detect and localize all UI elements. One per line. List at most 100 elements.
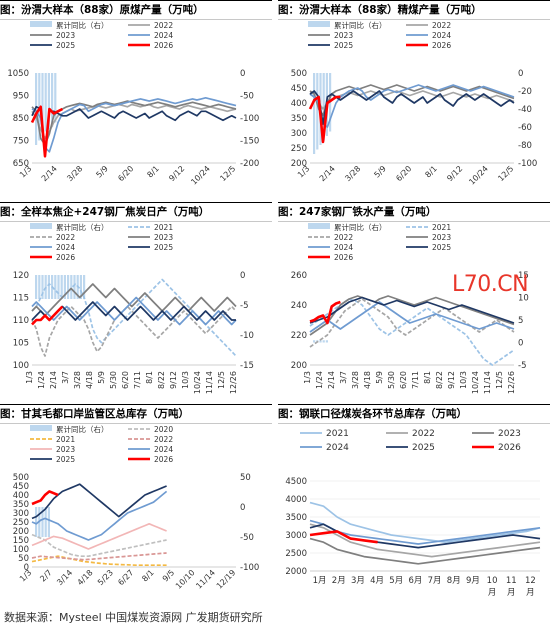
series-line [309,298,515,348]
x-tick-label: 2/14 [327,371,336,389]
legend-label: 2024 [154,31,173,40]
legend-label: 2024 [154,445,173,454]
y-tick-label: 240 [291,301,307,311]
y-tick-label: 300 [291,129,307,139]
panel-clean-coal: 图：汾渭大样本（88家）精煤产量（万吨） 累计同比（右） 2022 2023 2024… [278,0,550,198]
legend: 累计同比（右） 2021 2022 2023 2024 2025 2026 [308,222,451,262]
yoy-bar [319,340,322,343]
legend-label: 2026 [154,41,173,50]
legend-label: 2025 [412,443,435,453]
x-tick-label: 6/20 [121,371,130,389]
legend-label: 2024 [56,243,75,252]
x-tick-label: 1/3 [25,371,34,384]
x-tick-label: 5/30 [109,371,118,389]
yoy-bar [322,340,325,343]
y-tick-label: 260 [291,271,307,281]
y2-tick-label: -100 [240,114,259,124]
y-tick-label: 0 [24,563,29,573]
series-line [31,483,167,520]
legend-label: 2022 [334,233,353,242]
chart-title: 图：247家钢厂铁水产量（万吨） [278,202,550,222]
y-tick-label: 750 [13,137,29,147]
x-tick-label: 12/5 [495,371,504,389]
legend: 累计同比（右） 2022 2023 2024 2025 2026 [308,20,451,50]
legend-label: 2023 [56,445,75,454]
yoy-bar [79,275,82,299]
legend-label: 2022 [412,429,435,439]
x-tick-label: 1/24 [315,371,324,389]
yoy-bar [35,507,38,537]
series-line [309,537,541,565]
y-tick-label: 50 [18,554,29,564]
legend-label: 2025 [154,243,173,252]
legend: 2021 2022 2023 2024 2025 2026 [300,429,521,453]
series-line [309,295,515,336]
y-tick-label: 450 [291,84,307,94]
x-tick-unit: 月 [507,588,516,598]
series-line [309,301,515,333]
legend-label: 2021 [326,429,349,439]
legend-label: 2023 [56,31,75,40]
y2-tick-label: 5 [518,316,523,326]
legend-label: 2021 [432,223,451,232]
x-tick-label: 10/24 [471,371,480,394]
legend-label: 2023 [334,31,353,40]
yoy-bar [325,340,328,343]
x-tick-label: 9/12 [445,164,464,183]
series-line [309,84,515,128]
x-tick-label: 6/20 [116,164,135,183]
legend-label: 累计同比（右） [56,20,109,30]
y-tick-label: 400 [291,99,307,109]
yoy-bar [83,275,86,299]
x-tick-label: 9/5 [161,568,176,583]
y2-tick-label: 0 [240,271,245,281]
x-tick-label: 3/14 [55,568,74,587]
y-tick-label: 2500 [285,549,307,559]
yoy-bar [41,73,44,136]
x-tick-label: 1/24 [37,371,46,389]
x-tick-label: 2/14 [40,164,59,183]
yoy-bar [316,73,319,150]
y-tick-label: 350 [291,114,307,124]
legend-label: 2022 [56,233,75,242]
x-tick-label: 11 [506,576,517,586]
y-tick-label: 150 [13,536,29,546]
x-tick-label: 10/24 [467,164,490,187]
series-line [309,296,515,324]
chart-title: 图：汾渭大样本（88家）原煤产量（万吨） [0,0,272,20]
x-tick-label: 9/12 [447,371,456,389]
y-tick-label: 220 [291,331,307,341]
x-tick-label: 5/9 [375,371,384,384]
yoy-bar [38,275,41,299]
x-tick-label: 5/9 [97,371,106,384]
x-tick-label: 11/14 [205,371,214,394]
x-tick-label: 8/22 [157,371,166,389]
x-tick-label: 9/12 [167,164,186,183]
x-tick-label: 2/14 [49,371,58,389]
y2-tick-label: -15 [240,361,254,371]
series-line [31,555,167,567]
y-tick-label: 100 [13,361,29,371]
y2-tick-label: -5 [518,361,526,371]
legend-label: 2026 [498,443,521,453]
source-footer: 数据来源：Mysteel 中国煤炭资源网 广发期货研究所 [4,611,263,624]
series-line [309,298,515,366]
x-tick-label: 9月 [466,576,480,586]
x-tick-label: 5月 [389,576,403,586]
x-tick-label: 1/3 [18,568,33,583]
legend-label: 2026 [154,455,173,464]
panel-port-inventory: 图：甘其毛都口岸监管区总库存（万吨） 累计同比（右） 2020 2021 2022 20… [0,404,272,602]
series-line [309,523,541,558]
y-tick-label: 450 [13,482,29,492]
y-tick-label: 2000 [285,567,307,577]
y-tick-label: 4000 [285,495,307,505]
y-tick-label: 3500 [285,513,307,523]
chart-title: 图：钢联口径煤炭各环节总库存（万吨） [278,404,550,424]
yoy-bar [60,275,63,299]
yoy-bar [44,507,47,537]
y2-tick-label: -5 [240,301,248,311]
x-tick-label: 12 [525,576,536,586]
legend-label: 2022 [432,21,451,30]
panel-coke-output: 图：全样本焦企+247钢厂焦炭日产（万吨） 累计同比（右） 2021 2022 202… [0,202,272,400]
panel-total-inventory: 图：钢联口径煤炭各环节总库存（万吨） 2021 2022 2023 2024 2025 2… [278,404,550,602]
